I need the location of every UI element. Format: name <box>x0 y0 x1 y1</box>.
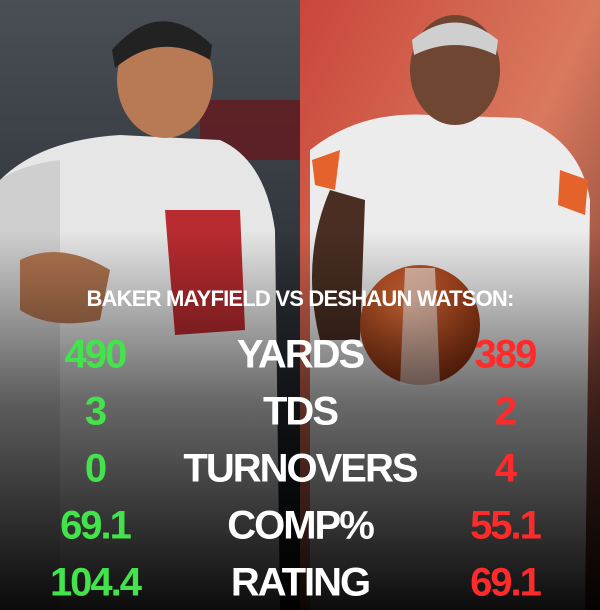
player-1-stat: 0 <box>85 447 106 491</box>
stat-label: COMP% <box>227 504 374 548</box>
stat-label: YARDS <box>237 333 365 377</box>
stat-label: RATING <box>231 561 369 605</box>
player-2-stat: 4 <box>495 447 518 491</box>
player-2-stat: 389 <box>475 333 536 377</box>
stat-label: TDS <box>263 390 338 434</box>
player-1-stat: 69.1 <box>60 504 132 548</box>
player-2-stat: 2 <box>495 390 516 434</box>
player-1-stat: 104.4 <box>50 561 143 605</box>
stats-table: 490 YARDS 389 3 TDS 2 0 TURNOVERS 4 69.1 COMP% 55.1… <box>50 333 544 605</box>
player-2-stat: 55.1 <box>470 504 542 548</box>
player-2-stat: 69.1 <box>470 561 542 605</box>
player-1-stat: 3 <box>85 390 106 434</box>
title: BAKER MAYFIELD VS DESHAUN WATSON: <box>86 286 513 311</box>
stat-label: TURNOVERS <box>183 447 417 491</box>
shade <box>0 230 600 610</box>
player-1-stat: 490 <box>65 333 126 377</box>
